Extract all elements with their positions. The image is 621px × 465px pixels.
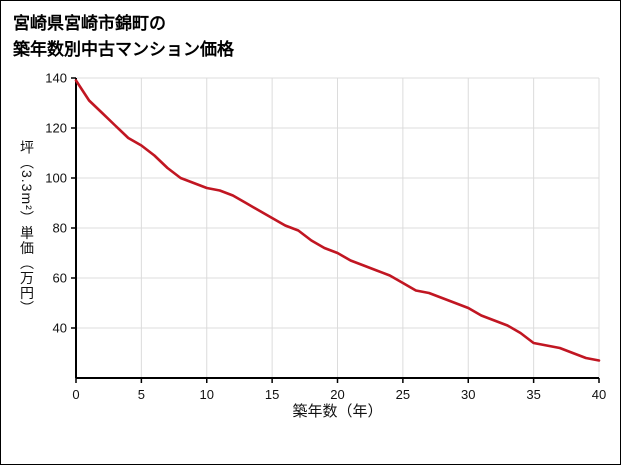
x-tick-label: 15 <box>265 387 279 402</box>
x-tick-label: 0 <box>72 387 79 402</box>
x-tick-label: 35 <box>526 387 540 402</box>
x-tick-label: 10 <box>200 387 214 402</box>
y-tick-label: 80 <box>53 221 67 236</box>
y-axis-label: 坪（3.3m²）単価（万円） <box>19 140 35 316</box>
y-tick-label: 140 <box>45 71 67 86</box>
x-tick-label: 25 <box>396 387 410 402</box>
x-tick-label: 20 <box>330 387 344 402</box>
y-tick-label: 120 <box>45 121 67 136</box>
chart-title: 宮崎県宮崎市錦町の 築年数別中古マンション価格 <box>1 1 620 64</box>
chart-title-line2: 築年数別中古マンション価格 <box>13 39 234 59</box>
chart-area: 坪（3.3m²）単価（万円） 0 5 10 15 20 25 30 35 40 40 60 80 100… <box>1 64 620 421</box>
x-tick-label: 40 <box>592 387 606 402</box>
chart-title-line1: 宮崎県宮崎市錦町の <box>13 14 166 33</box>
y-tick-label: 60 <box>53 271 67 286</box>
y-tick-label: 40 <box>53 321 67 336</box>
y-tick-label: 100 <box>45 171 67 186</box>
price-line <box>74 79 601 362</box>
x-tick-label: 30 <box>461 387 475 402</box>
x-tick-label: 5 <box>138 387 145 402</box>
price-line-chart: 0 5 10 15 20 25 30 35 40 40 60 80 100 120 140 <box>45 71 606 403</box>
x-axis-label: 築年数（年） <box>292 403 383 420</box>
